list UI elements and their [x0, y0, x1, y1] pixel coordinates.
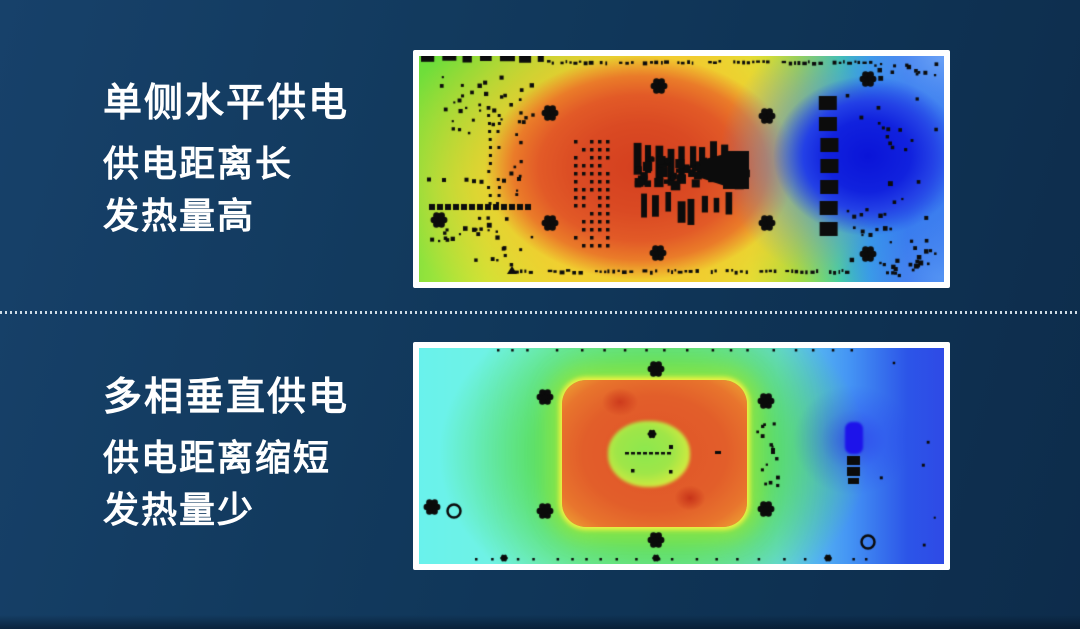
pcb-components-layer [419, 348, 944, 564]
caption-line-heat-high: 发热量高 [103, 195, 256, 236]
caption-line-distance-short: 供电距离缩短 [103, 437, 332, 478]
heatmap-horizontal-field [419, 56, 944, 282]
caption-title-vertical: 多相垂直供电 [103, 376, 350, 419]
caption-line-distance-long: 供电距离长 [103, 143, 294, 184]
thermal-map-vertical-power [413, 342, 950, 570]
caption-line-heat-low: 发热量少 [103, 489, 256, 530]
pcb-components-layer [419, 56, 944, 282]
heatmap-vertical-field [419, 348, 944, 564]
dotted-separator [0, 311, 1080, 314]
thermal-map-horizontal-power [413, 50, 950, 288]
caption-title-horizontal: 单侧水平供电 [103, 82, 350, 125]
caption-vertical-power: 多相垂直供电 供电距离缩短 发热量少 [103, 374, 349, 536]
caption-horizontal-power: 单侧水平供电 供电距离长 发热量高 [103, 80, 349, 242]
